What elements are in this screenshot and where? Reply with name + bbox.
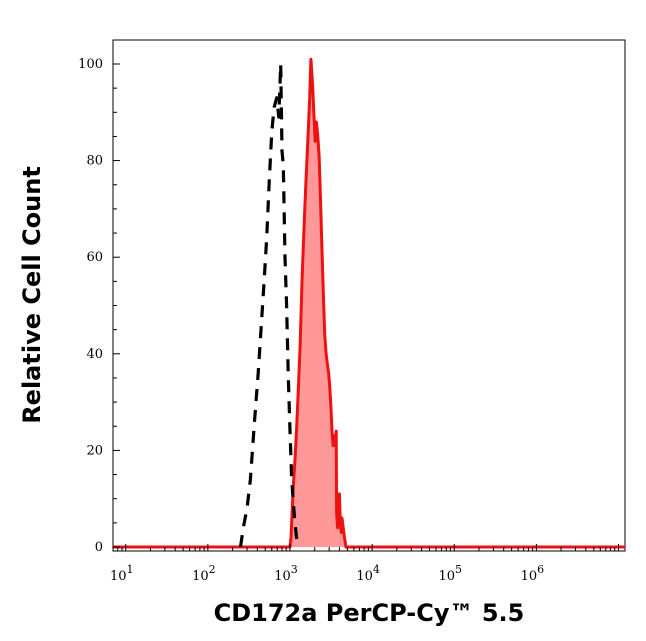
y-axis-title: Relative Cell Count [18,166,46,424]
x-tick-label: 102 [192,563,216,584]
series-fill-solid [113,59,625,547]
x-tick-label: 106 [521,563,545,584]
series-layer [113,57,625,549]
y-tick-label: 40 [86,347,103,362]
plot-frame [112,39,626,552]
x-tick-label: 101 [110,563,134,584]
x-tick-label: 105 [438,563,462,584]
y-tick-label: 100 [78,57,103,72]
series-line-solid [113,57,625,549]
x-tick-label: 104 [356,563,380,584]
y-axis-ticks: 0 20 40 60 80 100 [78,57,120,555]
x-tick-label: 103 [274,563,298,584]
y-tick-label: 60 [86,250,103,265]
x-axis-ticks: 101 102 103 104 105 106 [110,544,619,584]
y-tick-label: 80 [86,154,103,169]
series-line-dashed [238,62,301,548]
y-tick-label: 0 [95,540,103,555]
x-axis-title: CD172a PerCP-Cy™ 5.5 [214,599,525,627]
y-tick-label: 20 [86,443,103,458]
